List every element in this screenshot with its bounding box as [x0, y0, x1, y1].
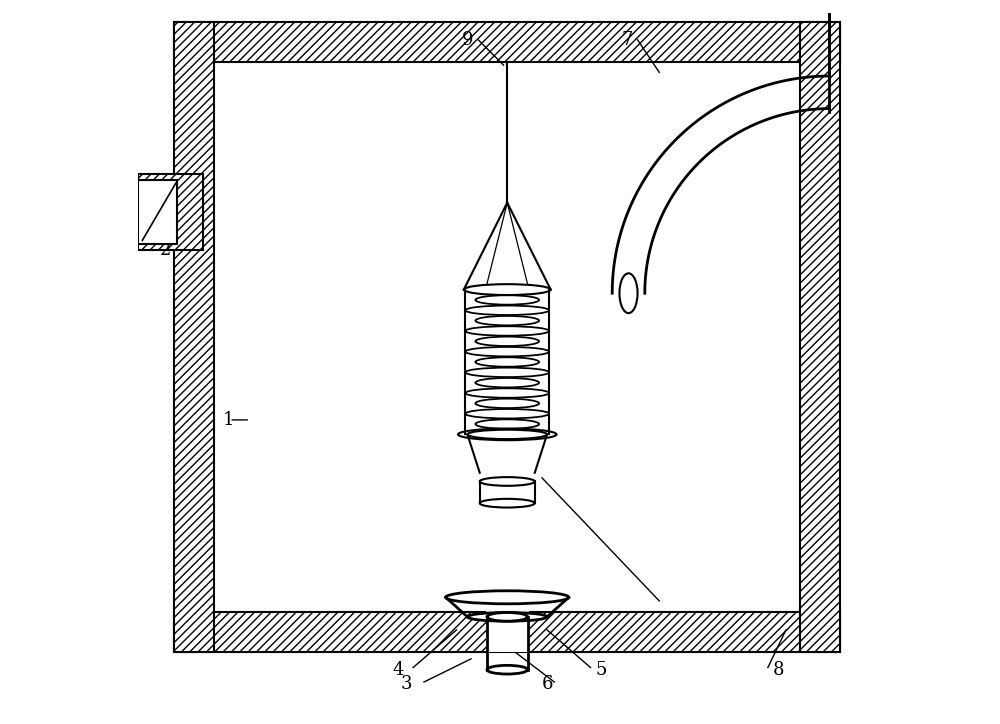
Ellipse shape	[487, 665, 528, 674]
Bar	[800, 22, 840, 652]
Ellipse shape	[464, 285, 551, 295]
Bar	[138, 180, 177, 244]
Text: 4: 4	[393, 661, 404, 678]
Ellipse shape	[467, 429, 547, 439]
Ellipse shape	[475, 399, 539, 408]
Ellipse shape	[475, 337, 539, 346]
Ellipse shape	[446, 591, 569, 604]
Ellipse shape	[465, 409, 549, 418]
Bar	[174, 612, 840, 652]
Ellipse shape	[475, 357, 539, 367]
Text: 2: 2	[160, 241, 171, 258]
Ellipse shape	[480, 477, 535, 486]
Ellipse shape	[475, 295, 539, 305]
Ellipse shape	[487, 613, 528, 621]
Bar	[174, 22, 214, 652]
Ellipse shape	[480, 499, 535, 508]
Ellipse shape	[465, 347, 549, 356]
Text: 3: 3	[400, 675, 412, 693]
Ellipse shape	[465, 285, 549, 295]
Text: 7: 7	[621, 31, 632, 49]
Text: 1: 1	[223, 411, 234, 429]
Ellipse shape	[465, 388, 549, 397]
Ellipse shape	[465, 368, 549, 377]
Ellipse shape	[465, 306, 549, 315]
Ellipse shape	[467, 613, 547, 621]
Ellipse shape	[458, 429, 556, 440]
Bar	[174, 22, 840, 62]
Ellipse shape	[619, 274, 638, 313]
Ellipse shape	[465, 327, 549, 336]
Ellipse shape	[465, 429, 549, 439]
Bar	[138, 174, 203, 250]
Bar	[486, 611, 529, 652]
Ellipse shape	[475, 419, 539, 429]
Bar	[214, 62, 800, 612]
Ellipse shape	[475, 378, 539, 387]
Text: 9: 9	[462, 31, 473, 49]
Ellipse shape	[475, 316, 539, 325]
Text: 8: 8	[773, 661, 784, 678]
Text: 6: 6	[541, 675, 553, 693]
Text: 5: 5	[596, 661, 607, 678]
